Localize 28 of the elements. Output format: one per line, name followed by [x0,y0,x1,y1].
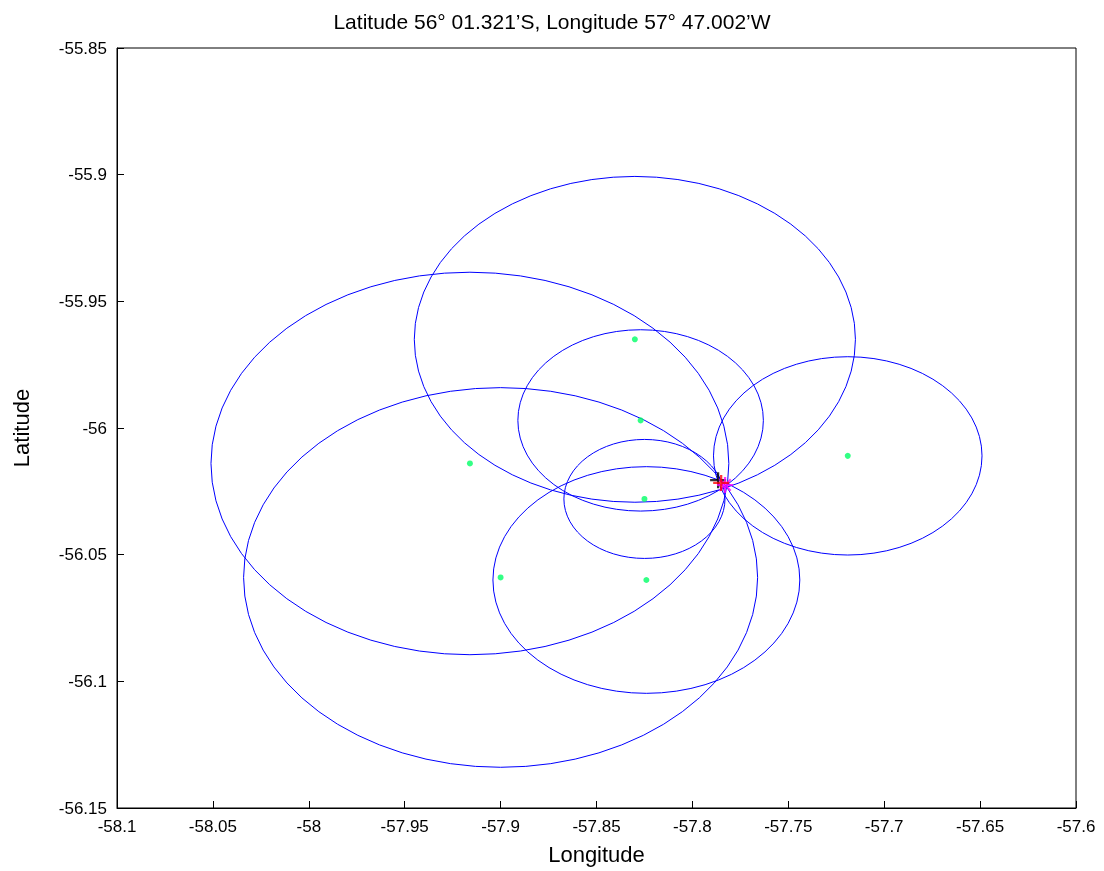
x-tick-label: -57.9 [481,817,520,836]
x-tick-label: -58.1 [97,817,137,836]
x-tick-label: -57.85 [572,817,621,836]
point [497,574,504,581]
x-tick-label: -57.95 [380,817,429,836]
point [641,495,648,502]
y-tick-label: -56.15 [58,798,107,818]
y-tick-label: -55.85 [58,38,107,58]
x-tick-label: -57.65 [956,817,1005,836]
point [631,336,638,343]
x-tick-label: -57.7 [864,817,904,836]
y-tick-label: -55.95 [58,291,107,311]
x-tick-label: -57.6 [1056,817,1096,836]
point [637,417,644,424]
y-axis-title: Latitude [8,388,34,468]
point [844,452,851,459]
chart-title: Latitude 56° 01.321’S, Longitude 57° 47.002’W [333,10,771,33]
y-tick-label: -56.05 [58,545,107,565]
y-tick-label: -55.9 [68,165,107,185]
point [466,460,473,467]
y-tick-label: -56 [82,418,107,438]
x-tick-label: -58.05 [188,817,237,836]
x-tick-label: -58 [296,817,322,836]
x-axis-title: Longitude [548,841,645,867]
point [643,577,650,583]
x-tick-label: -57.8 [673,817,712,836]
x-tick-label: -57.75 [764,817,813,836]
y-tick-label: -56.1 [68,671,107,691]
